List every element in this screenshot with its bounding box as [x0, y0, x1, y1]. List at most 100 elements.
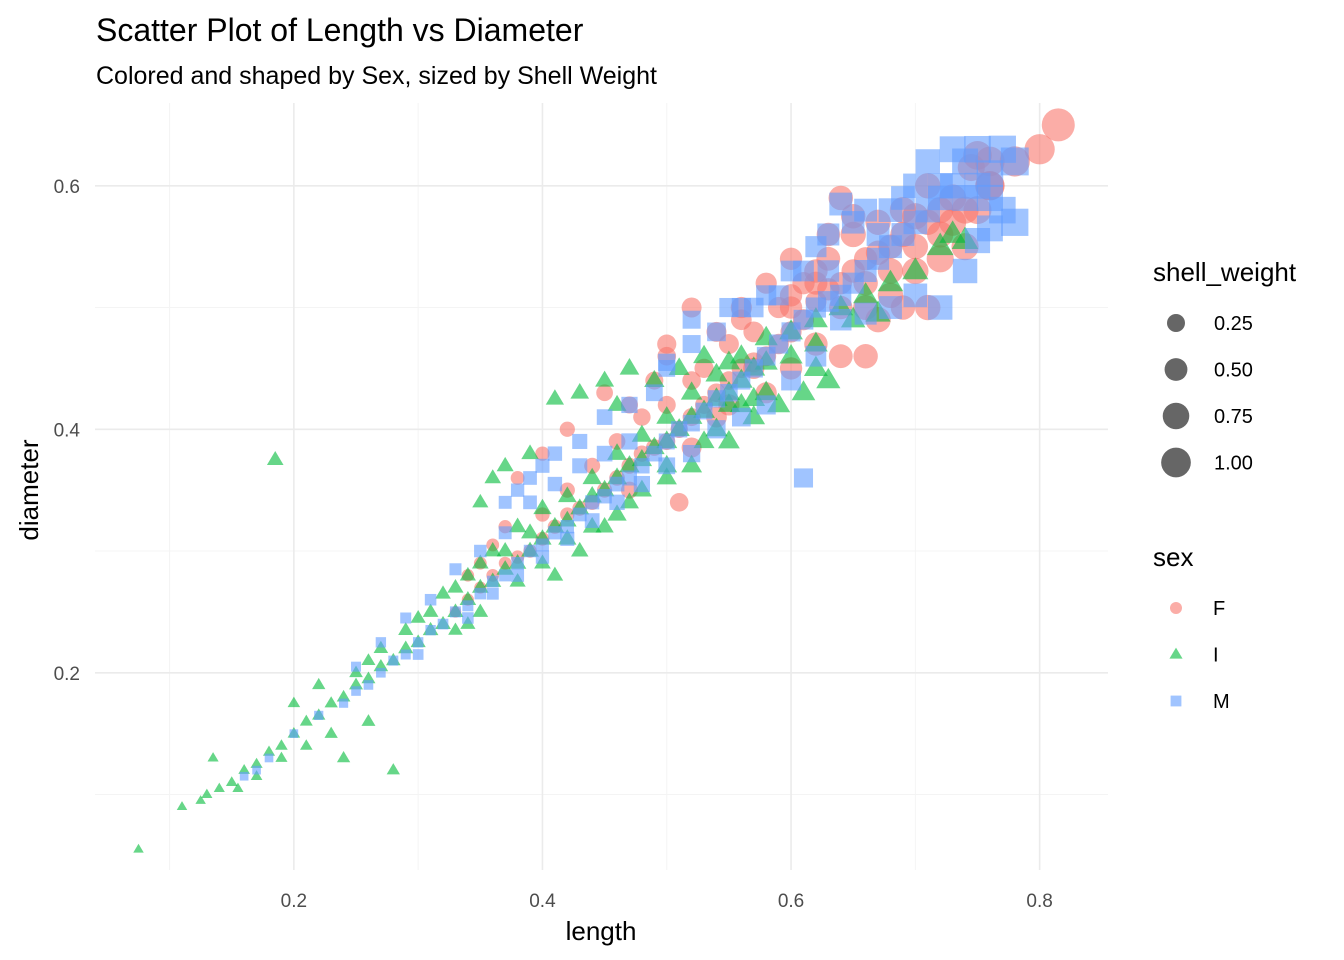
data-point — [682, 335, 701, 354]
data-point — [805, 345, 827, 367]
size-legend-title: shell_weight — [1153, 257, 1297, 287]
data-point — [683, 414, 700, 432]
data-point — [791, 380, 816, 401]
data-point — [597, 489, 612, 504]
data-point — [376, 667, 386, 678]
data-point — [486, 587, 499, 600]
color-legend-key — [1170, 695, 1182, 707]
data-point — [462, 600, 474, 612]
data-point — [471, 554, 489, 569]
data-point — [621, 396, 638, 414]
data-point — [498, 495, 512, 509]
data-point — [535, 446, 550, 461]
data-point — [435, 585, 451, 599]
y-tick-label: 0.4 — [54, 420, 81, 441]
data-point — [621, 433, 638, 450]
data-point — [705, 362, 728, 382]
data-point — [412, 649, 424, 660]
data-point — [176, 801, 188, 811]
data-point — [521, 523, 539, 539]
data-point — [361, 653, 376, 666]
data-point — [633, 475, 651, 493]
data-point — [314, 710, 324, 720]
data-point — [634, 458, 650, 474]
data-point — [729, 344, 753, 364]
data-point — [817, 260, 840, 282]
data-point — [927, 295, 953, 320]
data-point — [829, 192, 853, 216]
data-point — [926, 232, 954, 256]
data-point — [828, 344, 853, 369]
color-legend-keys: F I M — [1169, 598, 1230, 713]
data-point — [410, 610, 426, 623]
x-tick-label: 0.6 — [778, 891, 804, 912]
size-legend-label: 0.25 — [1214, 313, 1253, 335]
data-point — [841, 211, 865, 234]
data-point — [707, 420, 726, 439]
data-point — [854, 302, 877, 325]
data-point — [585, 495, 600, 510]
data-point — [510, 483, 525, 497]
y-axis-title: diameter — [14, 439, 44, 540]
y-tick-label: 0.2 — [54, 664, 80, 685]
data-point — [412, 637, 424, 648]
data-point — [400, 612, 412, 624]
data-point — [717, 429, 740, 449]
data-point — [262, 745, 276, 756]
data-point — [266, 450, 284, 465]
data-point — [853, 344, 878, 369]
data-point — [499, 569, 512, 582]
data-point — [682, 310, 701, 329]
data-point — [693, 430, 715, 449]
data-point — [474, 587, 487, 600]
data-point — [658, 360, 676, 377]
data-point — [195, 795, 206, 804]
data-point — [425, 624, 436, 636]
data-point — [853, 282, 879, 304]
data-point — [547, 446, 563, 461]
axis-ticks: 0.2 0.4 0.6 0.8 0.2 0.4 0.6 — [54, 177, 1053, 912]
data-point — [521, 444, 539, 460]
data-point — [339, 698, 349, 708]
data-point — [952, 258, 978, 284]
data-point — [681, 454, 703, 473]
data-point — [523, 495, 537, 510]
data-point — [1024, 134, 1055, 165]
color-legend-label: F — [1213, 598, 1225, 620]
data-point — [351, 686, 361, 696]
data-point — [239, 771, 249, 781]
data-point — [866, 223, 890, 246]
data-point — [717, 350, 741, 370]
data-point — [400, 649, 411, 660]
data-point — [927, 173, 953, 199]
data-point — [422, 603, 439, 617]
data-point — [584, 457, 601, 474]
data-point — [449, 563, 462, 576]
size-legend-label: 0.75 — [1214, 406, 1253, 428]
data-point — [289, 729, 299, 738]
color-legend-label: I — [1213, 645, 1219, 667]
data-point — [680, 381, 703, 400]
data-point — [449, 606, 461, 618]
data-point — [361, 714, 376, 726]
data-point — [619, 358, 640, 375]
data-point — [375, 637, 387, 648]
data-point — [915, 149, 940, 174]
data-point — [447, 579, 464, 593]
data-point — [536, 538, 549, 552]
x-tick-label: 0.8 — [1026, 891, 1052, 912]
data-point — [779, 344, 803, 364]
data-point — [486, 575, 499, 588]
data-point — [496, 542, 514, 557]
data-point — [609, 494, 625, 511]
y-tick-label: 0.6 — [54, 177, 80, 198]
data-point — [793, 468, 814, 488]
data-point — [644, 369, 665, 388]
data-point — [584, 513, 600, 528]
data-point — [682, 371, 701, 390]
data-point — [781, 370, 801, 391]
size-legend-keys: 0.25 0.50 0.75 1.00 — [1161, 313, 1253, 478]
series-M — [239, 135, 1029, 781]
chart-title: Scatter Plot of Length vs Diameter — [96, 12, 584, 48]
